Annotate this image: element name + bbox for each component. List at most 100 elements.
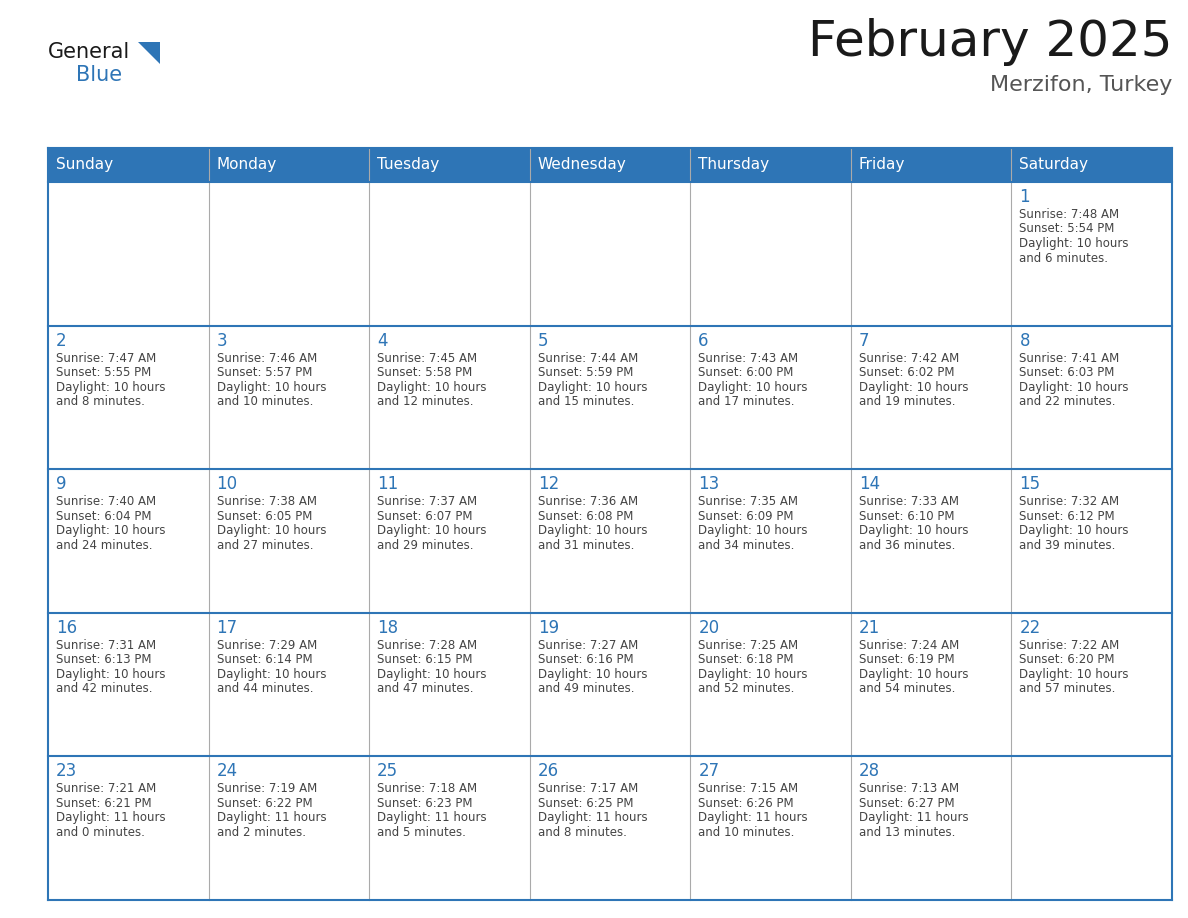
Text: Sunset: 6:26 PM: Sunset: 6:26 PM bbox=[699, 797, 794, 810]
Text: 18: 18 bbox=[377, 619, 398, 637]
Text: Sunset: 6:23 PM: Sunset: 6:23 PM bbox=[377, 797, 473, 810]
Text: Sunset: 6:10 PM: Sunset: 6:10 PM bbox=[859, 509, 954, 522]
Text: Daylight: 10 hours: Daylight: 10 hours bbox=[699, 381, 808, 394]
Text: Sunset: 6:02 PM: Sunset: 6:02 PM bbox=[859, 366, 954, 379]
Text: Sunrise: 7:25 AM: Sunrise: 7:25 AM bbox=[699, 639, 798, 652]
Text: February 2025: February 2025 bbox=[808, 18, 1173, 66]
Text: 14: 14 bbox=[859, 476, 880, 493]
Text: 8: 8 bbox=[1019, 331, 1030, 350]
Text: Sunrise: 7:19 AM: Sunrise: 7:19 AM bbox=[216, 782, 317, 795]
Text: Sunset: 6:16 PM: Sunset: 6:16 PM bbox=[538, 654, 633, 666]
Text: 6: 6 bbox=[699, 331, 709, 350]
Bar bbox=[530, 613, 690, 756]
Text: Sunrise: 7:17 AM: Sunrise: 7:17 AM bbox=[538, 782, 638, 795]
Text: Sunset: 5:55 PM: Sunset: 5:55 PM bbox=[56, 366, 151, 379]
Text: and 13 minutes.: and 13 minutes. bbox=[859, 826, 955, 839]
Text: Sunset: 5:57 PM: Sunset: 5:57 PM bbox=[216, 366, 312, 379]
Bar bbox=[1011, 469, 1173, 613]
Text: Sunset: 6:13 PM: Sunset: 6:13 PM bbox=[56, 654, 152, 666]
Bar bbox=[851, 756, 1011, 900]
Text: Sunrise: 7:47 AM: Sunrise: 7:47 AM bbox=[56, 352, 157, 364]
Text: 16: 16 bbox=[56, 619, 77, 637]
Text: Sunset: 6:12 PM: Sunset: 6:12 PM bbox=[1019, 509, 1116, 522]
Text: Sunrise: 7:18 AM: Sunrise: 7:18 AM bbox=[377, 782, 478, 795]
Text: Daylight: 10 hours: Daylight: 10 hours bbox=[56, 381, 165, 394]
Text: 9: 9 bbox=[56, 476, 67, 493]
Text: Daylight: 10 hours: Daylight: 10 hours bbox=[538, 381, 647, 394]
Text: Sunset: 6:19 PM: Sunset: 6:19 PM bbox=[859, 654, 954, 666]
Bar bbox=[369, 469, 530, 613]
Text: and 44 minutes.: and 44 minutes. bbox=[216, 682, 314, 695]
Text: Sunrise: 7:28 AM: Sunrise: 7:28 AM bbox=[377, 639, 478, 652]
Text: 2: 2 bbox=[56, 331, 67, 350]
Bar bbox=[209, 613, 369, 756]
Bar bbox=[530, 182, 690, 326]
Bar bbox=[1011, 326, 1173, 469]
Text: and 54 minutes.: and 54 minutes. bbox=[859, 682, 955, 695]
Text: Daylight: 10 hours: Daylight: 10 hours bbox=[1019, 667, 1129, 681]
Bar bbox=[369, 756, 530, 900]
Text: Sunset: 6:15 PM: Sunset: 6:15 PM bbox=[377, 654, 473, 666]
Text: Sunset: 6:14 PM: Sunset: 6:14 PM bbox=[216, 654, 312, 666]
Text: 26: 26 bbox=[538, 763, 558, 780]
Text: 15: 15 bbox=[1019, 476, 1041, 493]
Text: 21: 21 bbox=[859, 619, 880, 637]
Text: Daylight: 10 hours: Daylight: 10 hours bbox=[377, 524, 487, 537]
Bar bbox=[209, 756, 369, 900]
Text: and 15 minutes.: and 15 minutes. bbox=[538, 395, 634, 409]
Bar bbox=[1011, 182, 1173, 326]
Bar bbox=[48, 613, 209, 756]
Text: Daylight: 11 hours: Daylight: 11 hours bbox=[377, 812, 487, 824]
Text: Sunset: 6:22 PM: Sunset: 6:22 PM bbox=[216, 797, 312, 810]
Text: and 34 minutes.: and 34 minutes. bbox=[699, 539, 795, 552]
Bar bbox=[369, 613, 530, 756]
Bar bbox=[530, 469, 690, 613]
Text: Daylight: 10 hours: Daylight: 10 hours bbox=[859, 381, 968, 394]
Text: 5: 5 bbox=[538, 331, 548, 350]
Text: and 42 minutes.: and 42 minutes. bbox=[56, 682, 152, 695]
Text: and 8 minutes.: and 8 minutes. bbox=[538, 826, 626, 839]
Text: Sunrise: 7:45 AM: Sunrise: 7:45 AM bbox=[377, 352, 478, 364]
Bar bbox=[209, 469, 369, 613]
Text: Sunrise: 7:41 AM: Sunrise: 7:41 AM bbox=[1019, 352, 1119, 364]
Text: and 24 minutes.: and 24 minutes. bbox=[56, 539, 152, 552]
Text: 23: 23 bbox=[56, 763, 77, 780]
Text: 25: 25 bbox=[377, 763, 398, 780]
Text: Sunrise: 7:22 AM: Sunrise: 7:22 AM bbox=[1019, 639, 1119, 652]
Bar bbox=[851, 613, 1011, 756]
Text: Sunset: 6:25 PM: Sunset: 6:25 PM bbox=[538, 797, 633, 810]
Text: Sunset: 6:05 PM: Sunset: 6:05 PM bbox=[216, 509, 312, 522]
Text: and 5 minutes.: and 5 minutes. bbox=[377, 826, 466, 839]
Bar bbox=[369, 182, 530, 326]
Bar bbox=[530, 756, 690, 900]
Text: Daylight: 11 hours: Daylight: 11 hours bbox=[216, 812, 327, 824]
Bar bbox=[851, 326, 1011, 469]
Text: Sunrise: 7:42 AM: Sunrise: 7:42 AM bbox=[859, 352, 959, 364]
Text: Sunrise: 7:33 AM: Sunrise: 7:33 AM bbox=[859, 495, 959, 509]
Text: and 39 minutes.: and 39 minutes. bbox=[1019, 539, 1116, 552]
Text: and 29 minutes.: and 29 minutes. bbox=[377, 539, 474, 552]
Text: Daylight: 11 hours: Daylight: 11 hours bbox=[538, 812, 647, 824]
Text: Daylight: 10 hours: Daylight: 10 hours bbox=[56, 524, 165, 537]
Text: Wednesday: Wednesday bbox=[538, 158, 626, 173]
Text: Sunrise: 7:35 AM: Sunrise: 7:35 AM bbox=[699, 495, 798, 509]
Text: Sunrise: 7:13 AM: Sunrise: 7:13 AM bbox=[859, 782, 959, 795]
Text: 22: 22 bbox=[1019, 619, 1041, 637]
Bar bbox=[48, 756, 209, 900]
Text: Daylight: 10 hours: Daylight: 10 hours bbox=[216, 667, 326, 681]
Text: Sunset: 6:07 PM: Sunset: 6:07 PM bbox=[377, 509, 473, 522]
Bar bbox=[851, 182, 1011, 326]
Text: Sunset: 6:03 PM: Sunset: 6:03 PM bbox=[1019, 366, 1114, 379]
Text: Tuesday: Tuesday bbox=[377, 158, 440, 173]
Text: Sunset: 6:21 PM: Sunset: 6:21 PM bbox=[56, 797, 152, 810]
Bar bbox=[851, 469, 1011, 613]
Text: General: General bbox=[48, 42, 131, 62]
Text: Sunrise: 7:37 AM: Sunrise: 7:37 AM bbox=[377, 495, 478, 509]
Polygon shape bbox=[138, 42, 160, 64]
Text: Sunrise: 7:40 AM: Sunrise: 7:40 AM bbox=[56, 495, 156, 509]
Text: Sunset: 6:04 PM: Sunset: 6:04 PM bbox=[56, 509, 152, 522]
Text: and 12 minutes.: and 12 minutes. bbox=[377, 395, 474, 409]
Text: and 57 minutes.: and 57 minutes. bbox=[1019, 682, 1116, 695]
Text: Daylight: 10 hours: Daylight: 10 hours bbox=[699, 524, 808, 537]
Text: Sunset: 5:54 PM: Sunset: 5:54 PM bbox=[1019, 222, 1114, 236]
